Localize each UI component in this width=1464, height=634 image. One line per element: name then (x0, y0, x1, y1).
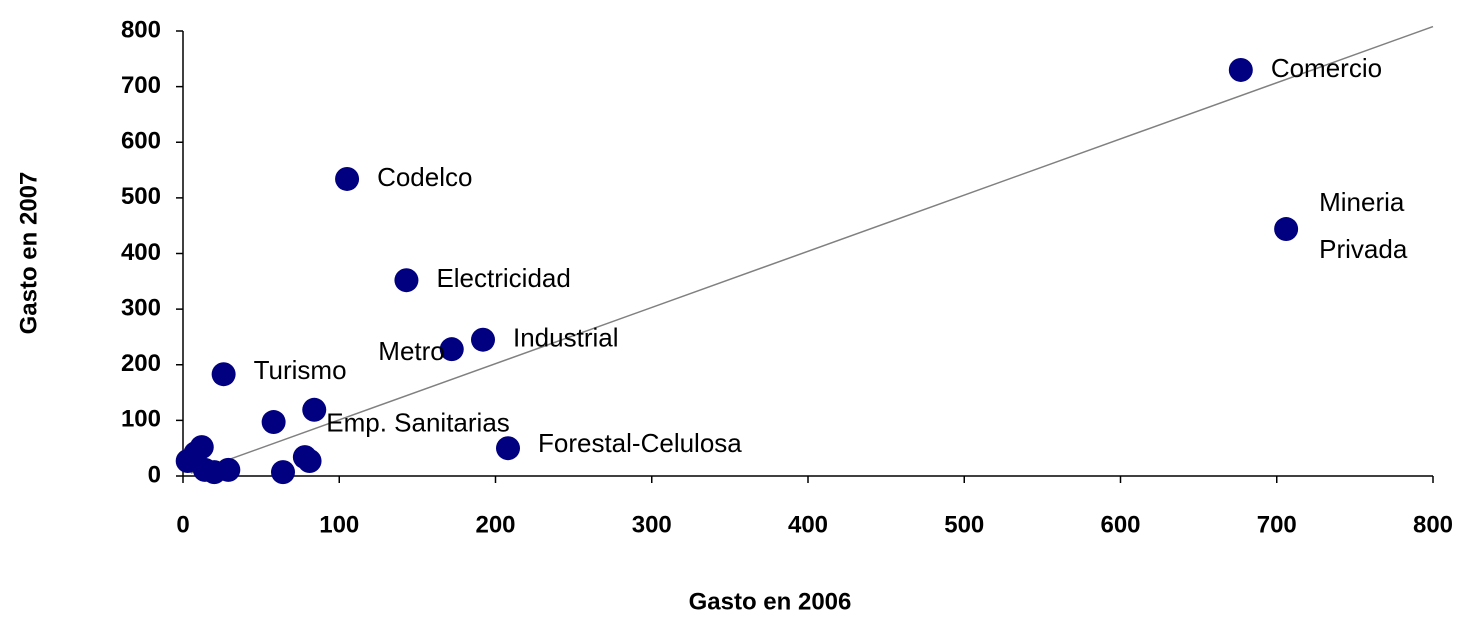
point-label: Industrial (513, 323, 619, 353)
y-tick-label: 700 (121, 72, 161, 99)
point-label: Comercio (1271, 53, 1382, 83)
x-tick-label: 0 (176, 511, 189, 538)
point (335, 166, 360, 191)
x-tick-label: 600 (1100, 511, 1140, 538)
y-tick-label: 100 (121, 406, 161, 433)
point-label: Electricidad (436, 263, 570, 293)
x-tick-label: 700 (1257, 511, 1297, 538)
point (394, 268, 419, 293)
point (1228, 57, 1253, 82)
y-tick-label: 800 (121, 16, 161, 43)
x-tick-label: 400 (788, 511, 828, 538)
y-axis-title: Gasto en 2007 (15, 172, 42, 335)
trendline (190, 25, 1434, 474)
x-axis-title: Gasto en 2006 (689, 588, 852, 615)
point (439, 337, 464, 362)
y-tick-label: 500 (121, 183, 161, 210)
point-label: Mineria Privada (1319, 187, 1408, 264)
y-tick-label: 300 (121, 294, 161, 321)
point (271, 460, 295, 485)
point (261, 410, 286, 435)
point (1274, 217, 1299, 242)
x-tick-label: 300 (632, 511, 672, 538)
y-tick-label: 400 (121, 239, 161, 266)
point (216, 457, 241, 482)
x-tick-label: 800 (1413, 511, 1453, 538)
y-tick-label: 600 (121, 128, 161, 155)
point (297, 448, 322, 473)
point-label: Emp. Sanitarias (326, 408, 510, 438)
x-tick-label: 200 (475, 511, 515, 538)
y-tick-label: 200 (121, 350, 161, 377)
point-label: Forestal-Celulosa (538, 428, 742, 458)
point (189, 435, 214, 460)
point-label: Codelco (377, 162, 472, 192)
point-label: Turismo (254, 355, 347, 385)
point (496, 436, 520, 461)
y-tick-label: 0 (148, 461, 161, 488)
point (471, 327, 495, 352)
point (211, 362, 236, 387)
point-label: Metro (378, 336, 444, 366)
x-tick-label: 100 (319, 511, 359, 538)
x-tick-label: 500 (944, 511, 984, 538)
point (302, 397, 327, 422)
